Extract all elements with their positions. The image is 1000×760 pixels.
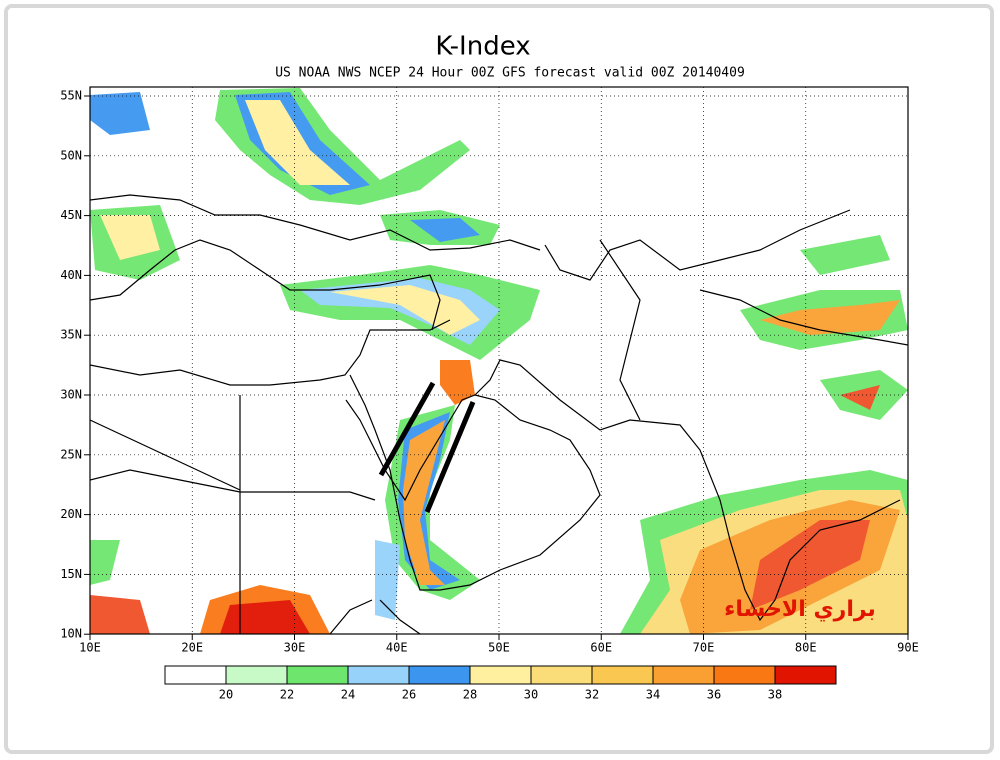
annotation-line — [424, 401, 476, 513]
lon-label: 10E — [79, 641, 101, 655]
colorbar-label: 24 — [341, 688, 355, 702]
lon-label: 70E — [693, 641, 715, 655]
annotation-line — [378, 381, 436, 477]
lat-label: 10N — [60, 627, 82, 641]
colorbar-box — [530, 665, 593, 685]
colorbar-label: 28 — [463, 688, 477, 702]
lon-label: 30E — [284, 641, 306, 655]
lat-label: 45N — [60, 208, 82, 222]
colorbar-box — [286, 665, 349, 685]
lat-label: 20N — [60, 507, 82, 521]
map-field — [90, 87, 908, 634]
colorbar-label: 34 — [646, 688, 660, 702]
colorbar-box — [469, 665, 532, 685]
lon-label: 40E — [386, 641, 408, 655]
lon-label: 90E — [897, 641, 919, 655]
lon-label: 20E — [181, 641, 203, 655]
colorbar: 20 22 24 26 28 30 32 34 36 38 — [164, 665, 837, 702]
colorbar-label: 38 — [768, 688, 782, 702]
lon-label: 60E — [590, 641, 612, 655]
colorbar-box — [408, 665, 471, 685]
colorbar-box — [713, 665, 776, 685]
colorbar-box — [774, 665, 837, 685]
subtitle: US NOAA NWS NCEP 24 Hour 00Z GFS forecas… — [275, 66, 745, 81]
colorbar-label: 32 — [585, 688, 599, 702]
colorbar-box — [347, 665, 410, 685]
colorbar-label: 36 — [707, 688, 721, 702]
colorbar-label: 22 — [280, 688, 294, 702]
coastlines — [90, 194, 908, 634]
lat-label: 40N — [60, 268, 82, 282]
colorbar-label: 20 — [219, 688, 233, 702]
lat-label: 50N — [60, 148, 82, 162]
lat-label: 30N — [60, 388, 82, 402]
colorbar-label: 30 — [524, 688, 538, 702]
title: K-Index — [435, 32, 530, 62]
lat-label: 35N — [60, 328, 82, 342]
colorbar-box — [164, 665, 227, 685]
lat-label: 15N — [60, 567, 82, 581]
colorbar-box — [591, 665, 654, 685]
lat-label: 25N — [60, 447, 82, 461]
colorbar-box — [225, 665, 288, 685]
lat-label: 55N — [60, 89, 82, 103]
lon-label: 80E — [795, 641, 817, 655]
colorbar-box — [652, 665, 715, 685]
watermark: براري الاحساء — [724, 597, 876, 622]
colorbar-label: 26 — [402, 688, 416, 702]
lon-label: 50E — [488, 641, 510, 655]
plot-border — [89, 86, 909, 635]
